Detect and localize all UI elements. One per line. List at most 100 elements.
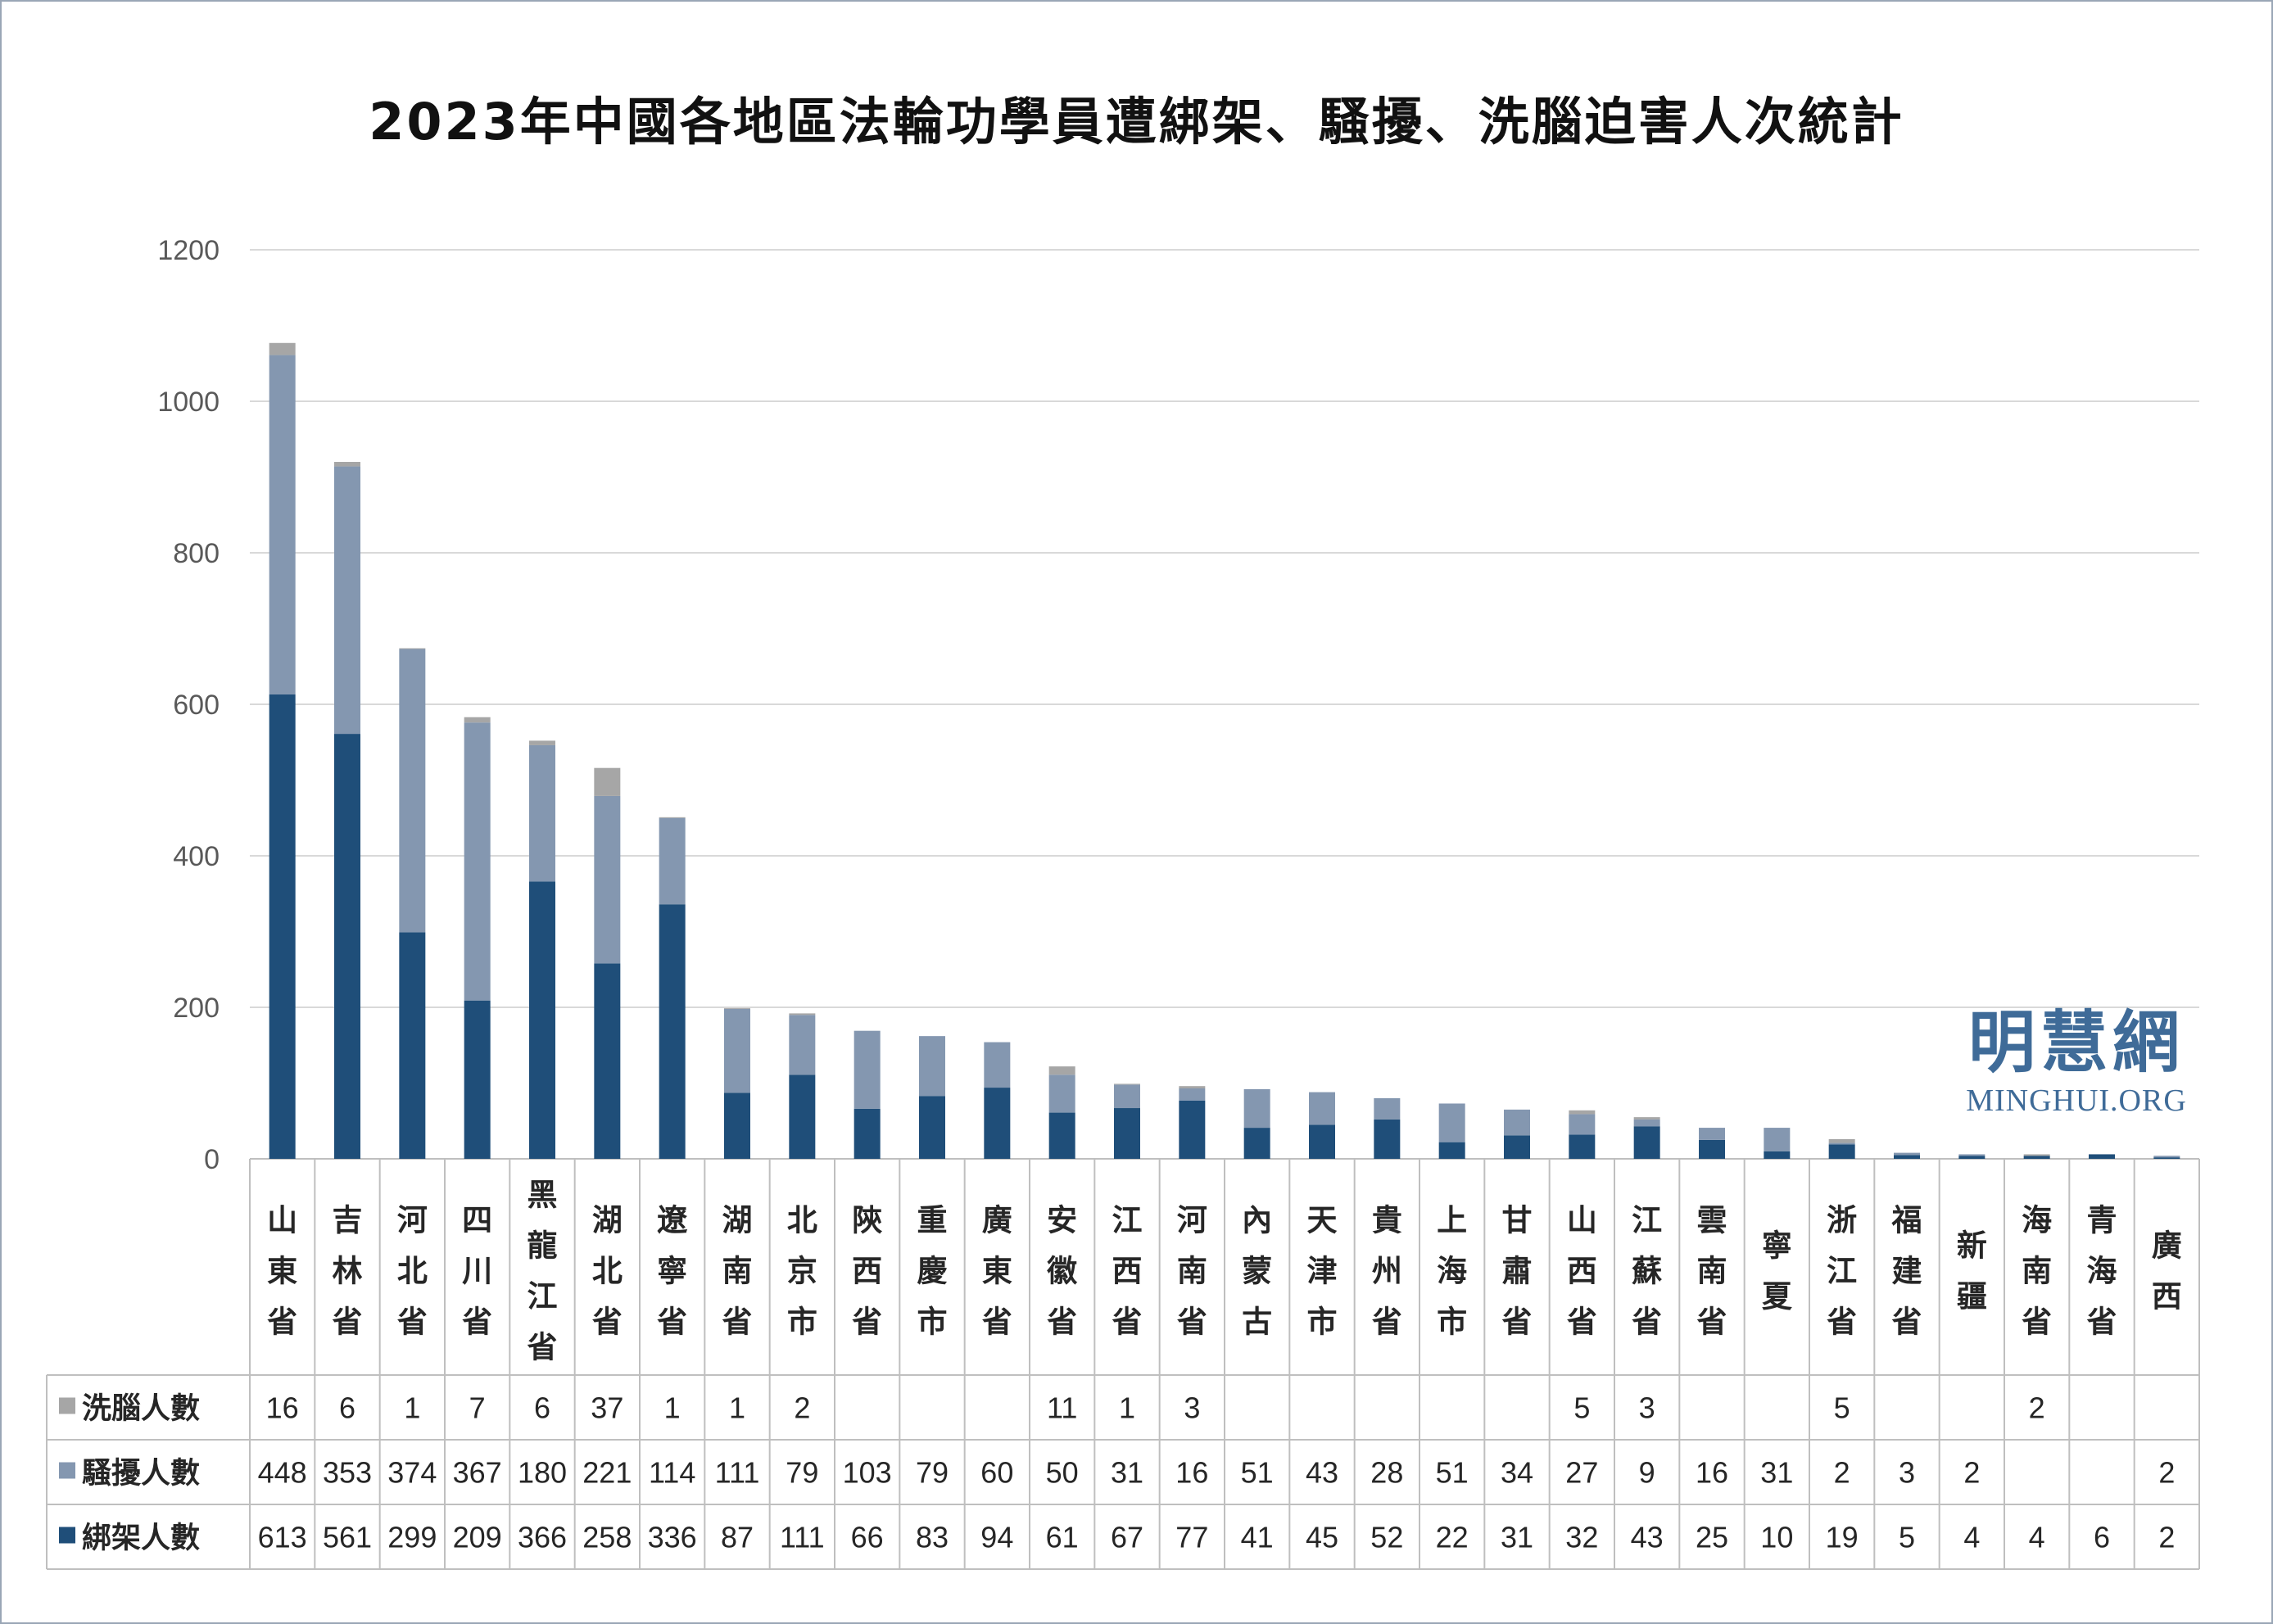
category-label: 河南省 bbox=[1177, 1202, 1207, 1339]
category-label: 江西省 bbox=[1112, 1202, 1143, 1339]
table-cell-value: 258 bbox=[582, 1521, 632, 1554]
category-label: 福建省 bbox=[1891, 1202, 1922, 1339]
table-cell-value: 3 bbox=[1639, 1391, 1655, 1425]
y-tick-label: 200 bbox=[173, 993, 220, 1024]
category-label: 湖北省 bbox=[592, 1202, 623, 1339]
bar-segment bbox=[2023, 1156, 2050, 1159]
chart-title: 2023年中國各地區法輪功學員遭綁架、騷擾、洗腦迫害人次統計 bbox=[369, 92, 1904, 152]
table-cell-value: 79 bbox=[786, 1456, 818, 1490]
category-label: 廣東省 bbox=[982, 1202, 1012, 1339]
table-cell-value: 9 bbox=[1639, 1456, 1655, 1490]
category-label: 重慶市 bbox=[917, 1202, 948, 1339]
table-cell-value: 67 bbox=[1111, 1521, 1143, 1554]
bar-segment bbox=[1309, 1092, 1335, 1125]
bar-segment bbox=[1633, 1117, 1660, 1120]
bar-segment bbox=[1569, 1110, 1596, 1115]
table-cell-value: 79 bbox=[916, 1456, 949, 1490]
legend-series-name: 洗腦人數 bbox=[82, 1392, 200, 1426]
category-label: 新疆 bbox=[1957, 1228, 1987, 1314]
y-tick-label: 1200 bbox=[157, 235, 220, 266]
table-cell-value: 50 bbox=[1046, 1456, 1079, 1490]
table-cell-value: 31 bbox=[1501, 1521, 1533, 1554]
bar-segment bbox=[529, 740, 555, 745]
category-label: 海南省 bbox=[2022, 1202, 2052, 1339]
watermark-chinese: 明慧網 bbox=[1967, 1003, 2185, 1082]
table-cell-value: 2 bbox=[1963, 1456, 1980, 1490]
bar-segment bbox=[1633, 1126, 1660, 1159]
bar-segment bbox=[1048, 1112, 1075, 1159]
table-cell-value: 25 bbox=[1696, 1521, 1728, 1554]
category-label: 內蒙古 bbox=[1242, 1202, 1272, 1339]
bar-segment bbox=[1894, 1152, 1920, 1156]
bar-segment bbox=[399, 932, 426, 1159]
table-cell-value: 66 bbox=[851, 1521, 884, 1554]
table-cell-value: 111 bbox=[715, 1456, 760, 1490]
table-cell-value: 83 bbox=[916, 1521, 949, 1554]
bar-segment bbox=[724, 1007, 750, 1009]
category-label: 河北省 bbox=[397, 1202, 428, 1339]
bar-segment bbox=[2153, 1156, 2180, 1158]
table-cell-value: 1 bbox=[664, 1391, 681, 1425]
bar-segment bbox=[659, 817, 686, 818]
table-cell-value: 1 bbox=[729, 1391, 745, 1425]
table-cell-value: 366 bbox=[518, 1521, 567, 1554]
category-label: 雲南省 bbox=[1697, 1202, 1727, 1339]
bar-segment bbox=[724, 1008, 750, 1093]
bar-segment bbox=[1114, 1084, 1140, 1109]
table-cell-value: 374 bbox=[387, 1456, 437, 1490]
category-label: 浙江省 bbox=[1827, 1202, 1857, 1339]
table-cell-value: 2 bbox=[2029, 1391, 2045, 1425]
minghui-watermark-logo: 明慧網 MINGHUI.ORG bbox=[1941, 1009, 2212, 1119]
table-cell-value: 3 bbox=[1184, 1391, 1200, 1425]
table-cell-value: 2 bbox=[794, 1391, 810, 1425]
category-label: 天津市 bbox=[1307, 1202, 1338, 1339]
y-tick-label: 1000 bbox=[157, 387, 220, 418]
table-cell-value: 3 bbox=[1899, 1456, 1915, 1490]
table-cell-value: 34 bbox=[1501, 1456, 1533, 1490]
table-cell-value: 10 bbox=[1760, 1521, 1793, 1554]
legend-series-name: 綁架人數 bbox=[82, 1522, 200, 1555]
bar-segment bbox=[1764, 1128, 1791, 1151]
bar-segment bbox=[854, 1030, 881, 1109]
table-cell-value: 1 bbox=[404, 1391, 420, 1425]
bar-segment bbox=[1894, 1155, 1920, 1159]
table-cell-value: 87 bbox=[721, 1521, 754, 1554]
bar-segment bbox=[984, 1042, 1011, 1088]
bar-segment bbox=[594, 963, 621, 1159]
bar-segment bbox=[1179, 1100, 1206, 1159]
bar-segment bbox=[789, 1015, 816, 1075]
bar-segment bbox=[1504, 1135, 1530, 1159]
table-cell-value: 561 bbox=[323, 1521, 372, 1554]
table-cell-value: 31 bbox=[1111, 1456, 1143, 1490]
bar-segment bbox=[594, 795, 621, 964]
legend-swatch bbox=[59, 1462, 75, 1479]
legend-swatch bbox=[59, 1397, 75, 1414]
bar-segment bbox=[1374, 1098, 1401, 1120]
bar-segment bbox=[659, 904, 686, 1159]
table-cell-value: 32 bbox=[1565, 1521, 1598, 1554]
table-cell-value: 7 bbox=[469, 1391, 486, 1425]
bar-segment bbox=[1048, 1074, 1075, 1113]
table-cell-value: 43 bbox=[1306, 1456, 1338, 1490]
category-label: 湖南省 bbox=[722, 1202, 753, 1339]
y-tick-label: 400 bbox=[173, 841, 220, 872]
table-cell-value: 22 bbox=[1436, 1521, 1469, 1554]
table-cell-value: 180 bbox=[518, 1456, 567, 1490]
category-label: 上海市 bbox=[1437, 1202, 1467, 1339]
table-cell-value: 16 bbox=[1175, 1456, 1208, 1490]
category-label: 安徽省 bbox=[1046, 1202, 1078, 1339]
table-cell-value: 16 bbox=[266, 1391, 299, 1425]
table-cell-value: 299 bbox=[387, 1521, 437, 1554]
table-cell-value: 37 bbox=[591, 1391, 623, 1425]
table-cell-value: 43 bbox=[1631, 1521, 1664, 1554]
table-cell-value: 2 bbox=[2158, 1521, 2175, 1554]
bar-segment bbox=[464, 1000, 491, 1159]
category-label: 四川省 bbox=[462, 1202, 492, 1339]
table-cell-value: 2 bbox=[2158, 1456, 2175, 1490]
bar-segment bbox=[334, 466, 360, 735]
bar-segment bbox=[659, 817, 686, 905]
bar-segment bbox=[789, 1074, 816, 1159]
bar-segment bbox=[2153, 1157, 2180, 1159]
table-cell-value: 5 bbox=[1573, 1391, 1590, 1425]
table-cell-value: 5 bbox=[1899, 1521, 1915, 1554]
